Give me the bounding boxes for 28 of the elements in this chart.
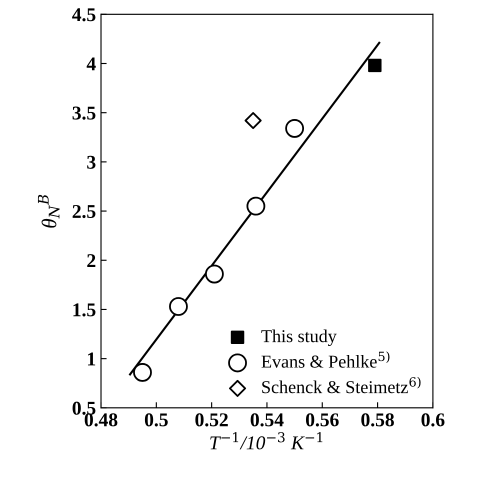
point (368, 58, 382, 72)
y-tick-label: 1.5 (73, 303, 96, 316)
point (204, 264, 224, 284)
point (246, 196, 266, 216)
y-tick-label: 3 (87, 156, 96, 169)
y-tick-label: 3.5 (72, 106, 96, 120)
legend-label: Schenck & Steimetz$^{6)}$ (262, 376, 421, 394)
legend-label: Evans & Pehlke$^{5)}$ (262, 351, 390, 368)
y-tick-label: 2 (87, 254, 96, 268)
point (169, 297, 188, 316)
point (285, 119, 304, 138)
y-tick-label: 2.5 (72, 204, 96, 218)
y-axis-title: θ$_{N}$$^{B}$ (38, 194, 60, 228)
y-tick-label: 4.5 (72, 8, 96, 22)
x-axis-title: T$^{−1}$/10$^{−3}$ K$^{−1}$ (210, 432, 322, 450)
y-tick-label: 0.5 (72, 402, 96, 415)
x-tick-label: 0.5 (144, 413, 168, 426)
legend-label: This study (261, 330, 337, 346)
point (244, 112, 262, 130)
x-tick-label: 0.54 (250, 413, 284, 426)
x-tick-label: 0.48 (84, 413, 118, 426)
x-tick-label: 0.6 (421, 413, 444, 426)
y-tick-label: 1 (88, 352, 96, 366)
y-tick-label: 4 (86, 57, 96, 70)
point (133, 363, 152, 382)
x-tick-label: 0.52 (195, 413, 228, 426)
x-tick-label: 0.56 (306, 413, 339, 426)
x-tick-label: 0.58 (361, 413, 394, 426)
